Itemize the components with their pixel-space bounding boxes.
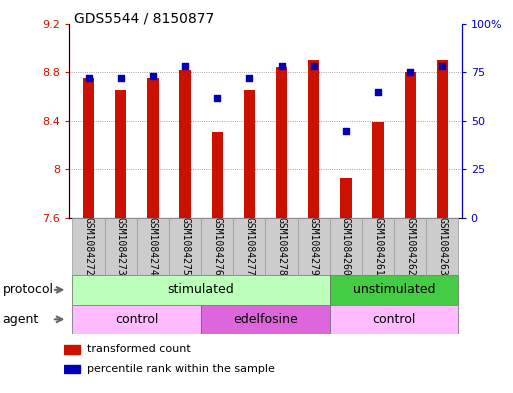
Text: GSM1084262: GSM1084262 [405,217,415,276]
Text: GDS5544 / 8150877: GDS5544 / 8150877 [74,12,214,26]
Bar [405,72,416,218]
Text: unstimulated: unstimulated [353,283,436,296]
Bar [72,275,330,305]
Text: GSM1084276: GSM1084276 [212,217,222,276]
Point [374,88,382,95]
Bar [437,60,448,218]
Bar [298,218,330,275]
Text: GSM1084274: GSM1084274 [148,217,158,276]
Bar [169,218,201,275]
Point [278,63,286,70]
Bar [330,305,459,334]
Bar [72,305,201,334]
Text: GSM1084261: GSM1084261 [373,217,383,276]
Point [149,73,157,79]
Point [438,63,446,70]
Bar [211,132,223,218]
Bar [72,218,105,275]
Bar [64,365,80,373]
Bar [340,178,351,218]
Text: GSM1084275: GSM1084275 [180,217,190,276]
Text: stimulated: stimulated [168,283,234,296]
Text: agent: agent [3,313,39,326]
Bar [105,218,137,275]
Bar [330,275,459,305]
Text: GSM1084277: GSM1084277 [244,217,254,276]
Point [310,63,318,70]
Point [213,94,221,101]
Bar [180,70,191,218]
Point [116,75,125,81]
Text: percentile rank within the sample: percentile rank within the sample [87,364,275,374]
Point [342,127,350,134]
Bar [137,218,169,275]
Bar [372,122,384,218]
Text: GSM1084279: GSM1084279 [309,217,319,276]
Text: GSM1084278: GSM1084278 [277,217,287,276]
Bar [115,90,126,218]
Bar [201,305,330,334]
Bar [244,90,255,218]
Bar [266,218,298,275]
Bar [64,345,80,354]
Bar [276,67,287,218]
Point [406,69,415,75]
Text: edelfosine: edelfosine [233,313,298,326]
Text: GSM1084273: GSM1084273 [116,217,126,276]
Text: control: control [372,313,416,326]
Bar [394,218,426,275]
Bar [147,78,159,218]
Text: transformed count: transformed count [87,344,191,354]
Point [245,75,253,81]
Bar [362,218,394,275]
Bar [233,218,266,275]
Text: GSM1084272: GSM1084272 [84,217,93,276]
Bar [83,78,94,218]
Bar [426,218,459,275]
Bar [308,60,320,218]
Point [85,75,93,81]
Bar [330,218,362,275]
Text: control: control [115,313,159,326]
Bar [201,218,233,275]
Text: GSM1084263: GSM1084263 [438,217,447,276]
Text: GSM1084260: GSM1084260 [341,217,351,276]
Point [181,63,189,70]
Text: protocol: protocol [3,283,53,296]
